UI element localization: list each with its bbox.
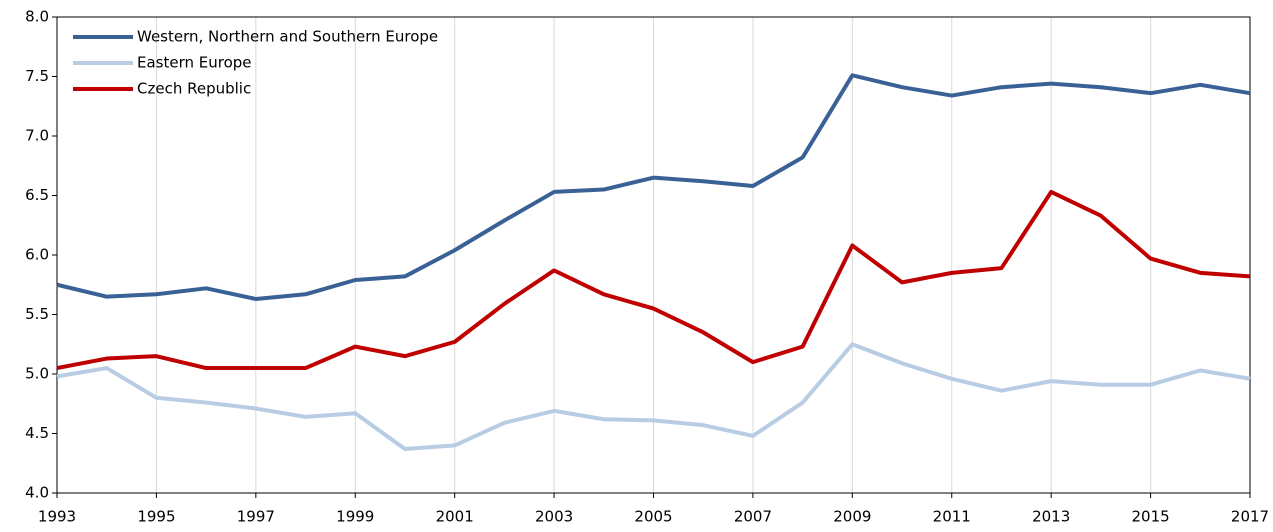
y-tick-label: 7.5: [25, 67, 49, 85]
series-line: [56, 342, 1251, 451]
x-tick-label: 2001: [436, 508, 474, 526]
x-tick-label: 1993: [38, 508, 76, 526]
legend-label: Czech Republic: [137, 80, 251, 98]
y-tick-label: 4.5: [25, 424, 49, 442]
y-tick-label: 7.0: [25, 127, 49, 145]
x-tick-label: 1999: [336, 508, 374, 526]
series-line: [56, 73, 1251, 302]
plot-border: [56, 16, 1251, 494]
legend-label: Western, Northern and Southern Europe: [137, 28, 438, 46]
x-tick-label: 1997: [237, 508, 275, 526]
x-tick-label: 2011: [933, 508, 971, 526]
series-line: [56, 189, 1251, 371]
y-tick-label: 5.0: [25, 365, 49, 383]
x-tick-label: 2017: [1231, 508, 1269, 526]
y-tick-label: 6.0: [25, 246, 49, 264]
y-tick-label: 5.5: [25, 305, 49, 323]
x-tick-label: 1995: [137, 508, 175, 526]
legend-label: Eastern Europe: [137, 54, 252, 72]
x-tick-label: 2003: [535, 508, 573, 526]
x-tick-label: 2015: [1131, 508, 1169, 526]
x-tick-label: 2007: [734, 508, 772, 526]
y-tick-label: 8.0: [25, 8, 49, 26]
x-tick-label: 2005: [634, 508, 672, 526]
x-tick-label: 2009: [833, 508, 871, 526]
x-tick-label: 2013: [1032, 508, 1070, 526]
y-tick-label: 4.0: [25, 484, 49, 502]
y-tick-label: 6.5: [25, 186, 49, 204]
